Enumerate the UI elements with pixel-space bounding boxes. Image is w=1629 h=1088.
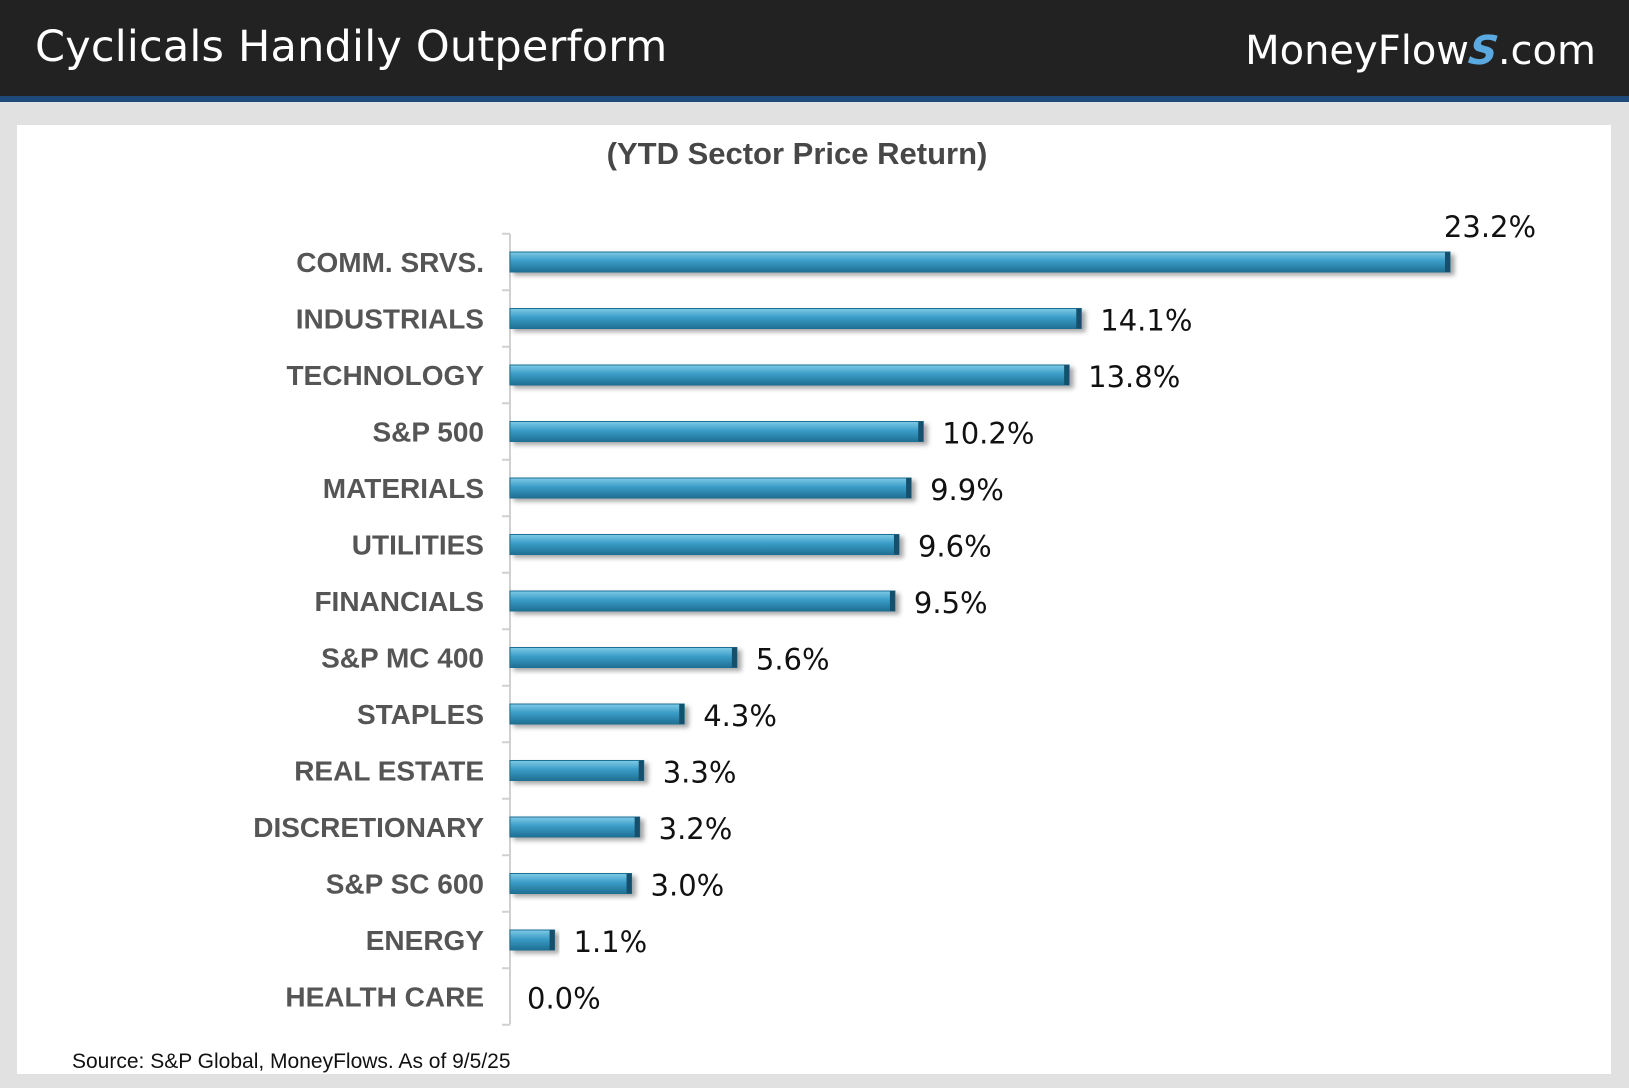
- category-label: S&P SC 600: [326, 869, 484, 900]
- category-label: INDUSTRIALS: [296, 304, 484, 335]
- bar: [509, 477, 912, 499]
- category-label: ENERGY: [366, 925, 485, 956]
- value-label: 10.2%: [942, 417, 1034, 451]
- category-label: REAL ESTATE: [294, 756, 484, 787]
- bar-end-cap: [549, 930, 555, 950]
- bar-end-cap: [634, 817, 640, 837]
- bar-end-cap: [1445, 252, 1450, 272]
- bar-end-cap: [906, 478, 912, 498]
- header-bar: Cyclicals Handily Outperform MoneyFlowS.…: [0, 0, 1629, 102]
- value-label: 23.2%: [1444, 210, 1536, 244]
- category-label: UTILITIES: [352, 530, 484, 561]
- value-label: 0.0%: [527, 982, 601, 1016]
- bar-end-cap: [918, 421, 924, 442]
- brand-logo: MoneyFlowS.com: [1245, 28, 1596, 74]
- category-label: COMM. SRVS.: [296, 247, 484, 278]
- chart-title: (YTD Sector Price Return): [606, 136, 988, 171]
- category-label: MATERIALS: [323, 473, 484, 504]
- bar-end-cap: [638, 760, 644, 781]
- bar-end-cap: [679, 704, 685, 724]
- value-label: 1.1%: [574, 925, 648, 959]
- value-label: 4.3%: [703, 699, 777, 733]
- value-label: 5.6%: [756, 643, 830, 677]
- bar-end-cap: [893, 534, 899, 555]
- value-label: 3.3%: [663, 756, 737, 790]
- value-label: 3.0%: [651, 869, 725, 903]
- category-label: STAPLES: [357, 699, 484, 730]
- value-label: 3.2%: [659, 812, 733, 846]
- bar: [509, 929, 556, 951]
- bar-end-cap: [1064, 365, 1070, 385]
- brand-suffix: .com: [1497, 28, 1596, 74]
- bar: [509, 590, 896, 612]
- value-label: 9.6%: [918, 530, 992, 564]
- bar: [509, 873, 633, 894]
- category-label: HEALTH CARE: [285, 982, 484, 1013]
- category-label: DISCRETIONARY: [253, 812, 484, 843]
- bar: [509, 308, 1082, 329]
- bar: [509, 760, 645, 781]
- bar: [509, 703, 685, 725]
- bar-end-cap: [1076, 308, 1082, 329]
- source-note: Source: S&P Global, MoneyFlows. As of 9/…: [72, 1050, 511, 1073]
- category-label: TECHNOLOGY: [286, 360, 484, 391]
- bar: [509, 816, 641, 838]
- category-label: S&P 500: [372, 417, 484, 448]
- bar-end-cap: [889, 591, 895, 611]
- value-label: 9.9%: [930, 473, 1004, 507]
- value-label: 13.8%: [1088, 360, 1180, 394]
- bar-end-cap: [626, 873, 632, 894]
- brand-prefix: MoneyFlow: [1245, 28, 1470, 74]
- bar: [509, 534, 900, 555]
- value-label: 14.1%: [1100, 304, 1192, 338]
- value-label: 9.5%: [914, 586, 988, 620]
- category-label: FINANCIALS: [314, 586, 484, 617]
- page-title: Cyclicals Handily Outperform: [35, 22, 668, 72]
- bar: [509, 421, 924, 442]
- bar: [509, 364, 1070, 386]
- category-label: S&P MC 400: [321, 643, 484, 674]
- bar: [509, 251, 1451, 273]
- bar-end-cap: [731, 647, 737, 668]
- bar: [509, 647, 738, 668]
